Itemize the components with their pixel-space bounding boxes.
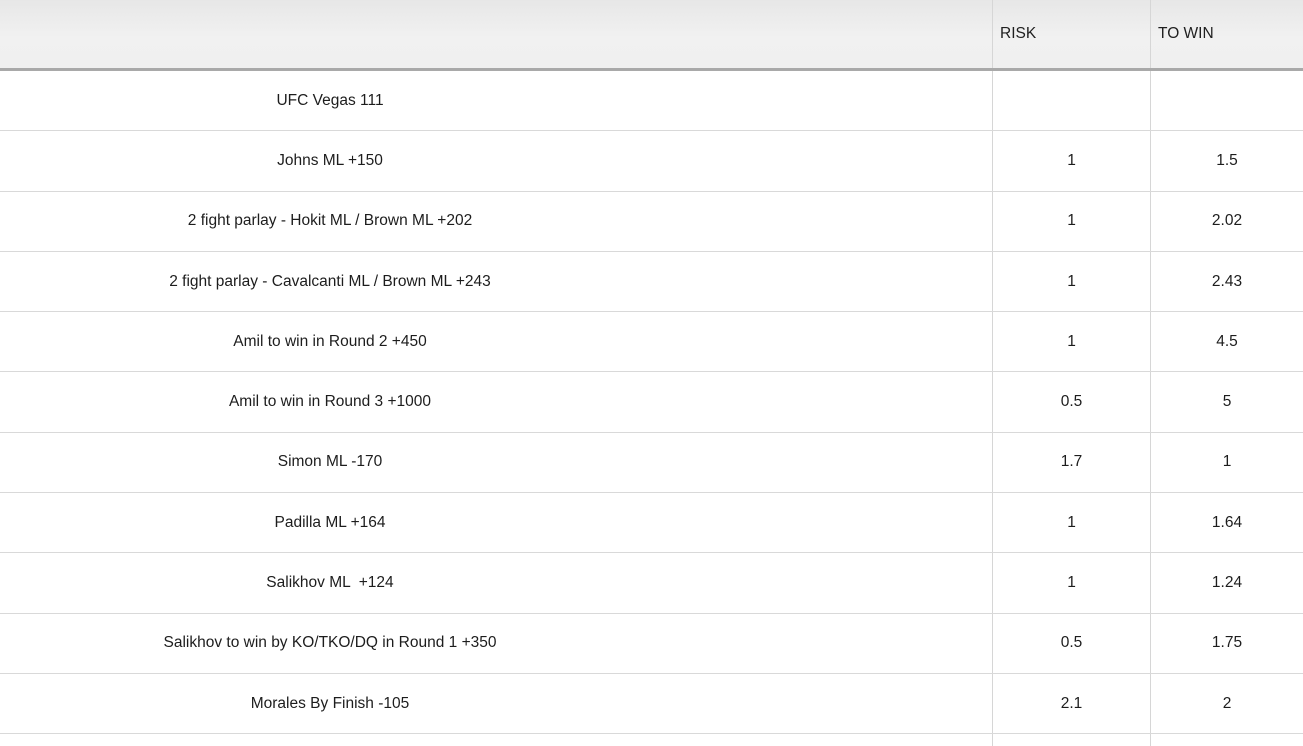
bet-description-cell[interactable] bbox=[0, 734, 992, 746]
risk-header-label: RISK bbox=[1000, 25, 1037, 42]
table-row: 2 fight parlay - Cavalcanti ML / Brown M… bbox=[0, 251, 1303, 313]
to-win-cell[interactable]: 1.64 bbox=[1150, 493, 1303, 553]
table-row: 2 fight parlay - Hokit ML / Brown ML +20… bbox=[0, 191, 1303, 252]
bet-description: Amil to win in Round 2 +450 bbox=[233, 332, 427, 350]
table-row: Simon ML -170 1.7 1 bbox=[0, 432, 1303, 494]
table-row: Salikhov to win by KO/TKO/DQ in Round 1 … bbox=[0, 613, 1303, 674]
risk-cell[interactable] bbox=[992, 71, 1150, 131]
risk-cell[interactable]: 0.5 bbox=[992, 613, 1150, 673]
to-win-cell[interactable] bbox=[1150, 71, 1303, 131]
risk-value: 0.5 bbox=[1060, 634, 1083, 652]
risk-cell[interactable]: 1 bbox=[992, 553, 1150, 613]
bet-description: Salikhov ML +124 bbox=[266, 574, 394, 592]
bet-description-cell[interactable]: Morales By Finish -105 bbox=[0, 674, 992, 733]
bet-description-cell[interactable]: 2 fight parlay - Cavalcanti ML / Brown M… bbox=[0, 252, 992, 311]
table-row: UFC Vegas 111 bbox=[0, 71, 1303, 132]
risk-cell[interactable]: 1.7 bbox=[992, 432, 1150, 493]
risk-cell[interactable]: 1 bbox=[992, 131, 1150, 191]
to-win-cell[interactable]: 2 bbox=[1150, 673, 1303, 734]
risk-cell[interactable]: 1 bbox=[992, 191, 1150, 251]
bet-description: 2 fight parlay - Hokit ML / Brown ML +20… bbox=[187, 212, 473, 230]
risk-value: 0.5 bbox=[1060, 393, 1083, 411]
bet-description-cell[interactable]: Amil to win in Round 3 +1000 bbox=[0, 372, 992, 431]
header-cell-risk[interactable]: RISK bbox=[992, 0, 1150, 68]
partial-row bbox=[0, 734, 1303, 746]
header-cell-to-win[interactable]: TO WIN bbox=[1150, 0, 1303, 68]
risk-value: 2.1 bbox=[1060, 694, 1083, 712]
to-win-header-label: TO WIN bbox=[1158, 25, 1214, 42]
risk-value: 1 bbox=[1067, 332, 1076, 350]
table-row: Morales By Finish -105 2.1 2 bbox=[0, 673, 1303, 735]
table-row: Amil to win in Round 3 +1000 0.5 5 bbox=[0, 372, 1303, 433]
bet-description-cell[interactable]: Padilla ML +164 bbox=[0, 493, 992, 552]
bet-description: 2 fight parlay - Cavalcanti ML / Brown M… bbox=[169, 272, 491, 290]
to-win-cell[interactable]: 1.24 bbox=[1150, 553, 1303, 613]
header-row: RISK TO WIN bbox=[0, 0, 1303, 71]
bet-description-cell[interactable]: Salikhov ML +124 bbox=[0, 553, 992, 612]
to-win-value: 1.24 bbox=[1211, 574, 1243, 592]
to-win-value: 2.02 bbox=[1211, 212, 1243, 230]
bet-description-cell[interactable]: Salikhov to win by KO/TKO/DQ in Round 1 … bbox=[0, 614, 992, 673]
to-win-value: 2 bbox=[1222, 694, 1232, 712]
to-win-value: 1.75 bbox=[1211, 634, 1243, 652]
bet-description: UFC Vegas 111 bbox=[276, 91, 384, 109]
risk-value: 1.7 bbox=[1060, 453, 1083, 471]
bet-description: Padilla ML +164 bbox=[274, 513, 386, 531]
to-win-cell[interactable]: 5 bbox=[1150, 372, 1303, 432]
to-win-value: 1.5 bbox=[1216, 151, 1238, 169]
risk-cell[interactable]: 2.1 bbox=[992, 673, 1150, 734]
to-win-cell[interactable]: 2.02 bbox=[1150, 191, 1303, 251]
risk-value: 1 bbox=[1067, 513, 1076, 531]
to-win-value: 5 bbox=[1222, 393, 1232, 411]
bet-description: Johns ML +150 bbox=[277, 151, 383, 169]
bet-description-cell[interactable]: Amil to win in Round 2 +450 bbox=[0, 312, 992, 371]
table-body: UFC Vegas 111 Johns ML +150 1 1.5 bbox=[0, 71, 1303, 735]
bet-description-cell[interactable]: UFC Vegas 111 bbox=[0, 71, 992, 130]
risk-value: 1 bbox=[1067, 151, 1076, 169]
table-row: Amil to win in Round 2 +450 1 4.5 bbox=[0, 312, 1303, 373]
bet-description-cell[interactable]: Simon ML -170 bbox=[0, 433, 992, 492]
bet-description: Simon ML -170 bbox=[277, 453, 383, 471]
to-win-value: 2.43 bbox=[1211, 272, 1243, 290]
bet-description: Morales By Finish -105 bbox=[250, 694, 410, 712]
to-win-cell[interactable]: 1.5 bbox=[1150, 131, 1303, 191]
to-win-cell[interactable]: 4.5 bbox=[1150, 312, 1303, 372]
bet-description: Amil to win in Round 3 +1000 bbox=[228, 393, 432, 411]
risk-value: 1 bbox=[1067, 272, 1076, 290]
risk-value: 1 bbox=[1067, 212, 1076, 230]
header-cell-empty[interactable] bbox=[0, 0, 992, 68]
to-win-cell[interactable]: 1.75 bbox=[1150, 613, 1303, 673]
table-row: Johns ML +150 1 1.5 bbox=[0, 131, 1303, 192]
to-win-value: 1.64 bbox=[1211, 513, 1243, 531]
risk-cell[interactable] bbox=[992, 734, 1150, 746]
to-win-cell[interactable] bbox=[1150, 734, 1303, 746]
risk-cell[interactable]: 1 bbox=[992, 493, 1150, 553]
table-row: Salikhov ML +124 1 1.24 bbox=[0, 553, 1303, 614]
bet-description-cell[interactable]: Johns ML +150 bbox=[0, 131, 992, 190]
to-win-value: 1 bbox=[1222, 453, 1232, 471]
risk-cell[interactable]: 1 bbox=[992, 251, 1150, 312]
to-win-value: 4.5 bbox=[1216, 332, 1238, 350]
risk-cell[interactable]: 1 bbox=[992, 312, 1150, 372]
risk-value: 1 bbox=[1067, 574, 1076, 592]
risk-cell[interactable]: 0.5 bbox=[992, 372, 1150, 432]
to-win-cell[interactable]: 1 bbox=[1150, 432, 1303, 493]
bet-description: Salikhov to win by KO/TKO/DQ in Round 1 … bbox=[163, 634, 497, 652]
table-row: Padilla ML +164 1 1.64 bbox=[0, 493, 1303, 554]
bet-description-cell[interactable]: 2 fight parlay - Hokit ML / Brown ML +20… bbox=[0, 192, 992, 251]
to-win-cell[interactable]: 2.43 bbox=[1150, 251, 1303, 312]
